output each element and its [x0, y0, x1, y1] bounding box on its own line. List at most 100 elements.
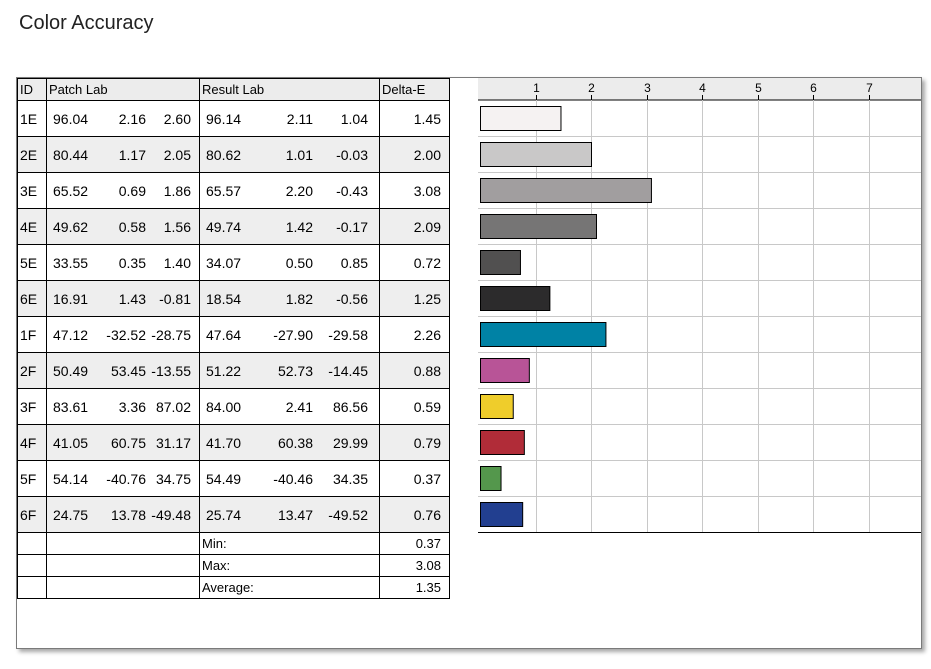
result-lab-value: 2.20 — [285, 182, 313, 199]
summary-empty-cell — [46, 532, 200, 555]
result-lab-value: -0.56 — [336, 290, 368, 307]
row-result-lab: 54.49 -40.46 34.35 — [199, 460, 380, 497]
patch-lab-value: 16.91 — [53, 290, 89, 307]
row-result-lab: 51.22 52.73 -14.45 — [199, 352, 380, 389]
bar-2F — [480, 358, 530, 383]
summary-label: Average: — [199, 576, 380, 599]
patch-lab-value: 1.43 — [118, 290, 146, 307]
bar-3F — [480, 394, 514, 419]
row-id: 1F — [17, 316, 47, 353]
bar-2E — [480, 142, 592, 167]
result-lab-value: 0.85 — [340, 254, 368, 271]
result-lab-value: 51.22 — [206, 362, 242, 379]
row-delta-e: 0.76 — [379, 496, 450, 533]
row-id: 4E — [17, 208, 47, 245]
result-lab-value: -49.52 — [328, 506, 368, 523]
bar-6E — [480, 286, 551, 311]
row-patch-lab: 49.62 0.58 1.56 — [46, 208, 200, 245]
table-row: 5F 54.14 -40.76 34.75 54.49 -40.46 34.35 0.37 — [17, 460, 450, 497]
result-lab-value: -29.58 — [328, 326, 368, 343]
patch-lab-value: 41.05 — [53, 434, 89, 451]
summary-label: Max: — [199, 554, 380, 577]
result-lab-value: 41.70 — [206, 434, 242, 451]
result-lab-value: 1.82 — [285, 290, 313, 307]
row-delta-e: 0.37 — [379, 460, 450, 497]
table-row: 4E 49.62 0.58 1.56 49.74 1.42 -0.17 2.09 — [17, 208, 450, 245]
chart-header-band — [478, 78, 921, 100]
page-title: Color Accuracy — [19, 12, 154, 34]
result-lab-value: -14.45 — [328, 362, 368, 379]
result-lab-value: -27.90 — [273, 326, 313, 343]
row-id: 6F — [17, 496, 47, 533]
row-patch-lab: 50.49 53.45 -13.55 — [46, 352, 200, 389]
patch-lab-value: 50.49 — [53, 362, 89, 379]
row-patch-lab: 41.05 60.75 31.17 — [46, 424, 200, 461]
patch-lab-value: -32.52 — [106, 326, 146, 343]
row-patch-lab: 65.52 0.69 1.86 — [46, 172, 200, 209]
result-lab-value: 96.14 — [206, 110, 242, 127]
table-row: 5E 33.55 0.35 1.40 34.07 0.50 0.85 0.72 — [17, 244, 450, 281]
row-patch-lab: 83.61 3.36 87.02 — [46, 388, 200, 425]
result-lab-value: 2.11 — [286, 110, 313, 127]
row-result-lab: 49.74 1.42 -0.17 — [199, 208, 380, 245]
row-patch-lab: 80.44 1.17 2.05 — [46, 136, 200, 173]
table-row: 4F 41.05 60.75 31.17 41.70 60.38 29.99 0.79 — [17, 424, 450, 461]
summary-label: Min: — [199, 532, 380, 555]
result-lab-value: 60.38 — [277, 434, 313, 451]
row-id: 3F — [17, 388, 47, 425]
table-row: 3E 65.52 0.69 1.86 65.57 2.20 -0.43 3.08 — [17, 172, 450, 209]
result-lab-value: 65.57 — [206, 182, 242, 199]
result-lab-value: -40.46 — [273, 470, 313, 487]
patch-lab-value: 65.52 — [53, 182, 89, 199]
patch-lab-value: 2.05 — [163, 146, 191, 163]
result-lab-value: 47.64 — [206, 326, 242, 343]
row-delta-e: 2.09 — [379, 208, 450, 245]
row-result-lab: 84.00 2.41 86.56 — [199, 388, 380, 425]
patch-lab-value: 1.86 — [163, 182, 191, 199]
row-delta-e: 0.59 — [379, 388, 450, 425]
result-lab-value: -0.17 — [336, 218, 368, 235]
summary-empty-cell — [17, 554, 47, 577]
patch-lab-value: -13.55 — [151, 362, 191, 379]
delta-e-bar-chart: 1 2 3 4 5 6 7 — [478, 78, 921, 533]
tick-label: 6 — [810, 81, 817, 95]
summary-empty-cell — [17, 576, 47, 599]
patch-lab-value: 33.55 — [53, 254, 89, 271]
result-lab-value: -0.43 — [336, 182, 368, 199]
bar-4E — [480, 214, 597, 239]
summary-value: 0.37 — [379, 532, 450, 555]
result-lab-value: 54.49 — [206, 470, 242, 487]
row-result-lab: 80.62 1.01 -0.03 — [199, 136, 380, 173]
summary-row: Max: 3.08 — [17, 554, 450, 577]
result-lab-value: 2.41 — [285, 398, 313, 415]
row-result-lab: 18.54 1.82 -0.56 — [199, 280, 380, 317]
row-delta-e: 3.08 — [379, 172, 450, 209]
row-delta-e: 1.25 — [379, 280, 450, 317]
row-result-lab: 65.57 2.20 -0.43 — [199, 172, 380, 209]
row-delta-e: 0.72 — [379, 244, 450, 281]
row-id: 6E — [17, 280, 47, 317]
bar-3E — [480, 178, 652, 203]
result-lab-value: 0.50 — [285, 254, 313, 271]
tick-label: 4 — [699, 81, 706, 95]
header-id: ID — [17, 78, 47, 101]
patch-lab-value: -28.75 — [151, 326, 191, 343]
result-lab-value: 80.62 — [206, 146, 242, 163]
row-delta-e: 0.79 — [379, 424, 450, 461]
header-patch-lab: Patch Lab — [46, 78, 200, 101]
tick-label: 7 — [866, 81, 873, 95]
patch-lab-value: 60.75 — [110, 434, 146, 451]
result-lab-value: 29.99 — [332, 434, 368, 451]
table-row: 2F 50.49 53.45 -13.55 51.22 52.73 -14.45 0.88 — [17, 352, 450, 389]
result-lab-value: 13.47 — [277, 506, 313, 523]
delta-e-table: ID Patch Lab Result Lab Delta-E 1E 96.04 2.16 2… — [17, 78, 450, 599]
row-delta-e: 2.26 — [379, 316, 450, 353]
bar-5E — [480, 250, 521, 275]
result-lab-value: 25.74 — [206, 506, 242, 523]
header-delta-e: Delta-E — [379, 78, 450, 101]
patch-lab-value: 53.45 — [110, 362, 146, 379]
row-patch-lab: 24.75 13.78 -49.48 — [46, 496, 200, 533]
row-patch-lab: 33.55 0.35 1.40 — [46, 244, 200, 281]
patch-lab-value: 3.36 — [118, 398, 146, 415]
row-id: 5F — [17, 460, 47, 497]
